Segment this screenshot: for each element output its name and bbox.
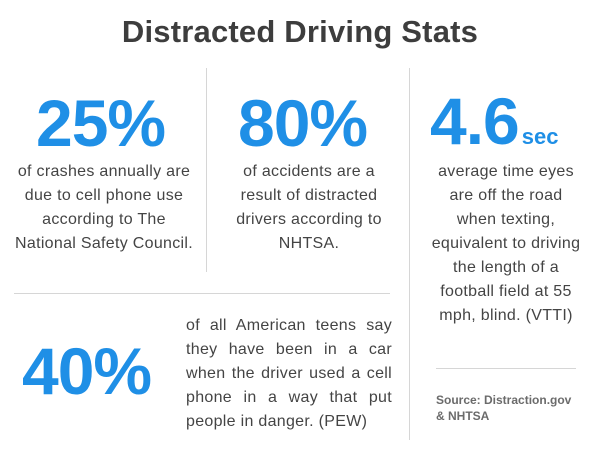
stat-value-accidents: 80% <box>238 86 368 160</box>
source-note: Source: Distraction.gov & NHTSA <box>436 393 572 423</box>
stat-unit: sec <box>521 124 559 149</box>
stat-value-teens: 40% <box>22 334 152 408</box>
divider-horizontal <box>14 293 390 294</box>
divider-source <box>436 368 576 369</box>
stat-description-crashes: of crashes annually are due to cell phon… <box>15 163 193 252</box>
stat-number: 4.6 <box>430 84 520 158</box>
divider-vertical-right <box>409 68 410 440</box>
stat-description-accidents: of accidents are a result of distracted … <box>236 163 382 252</box>
stat-value-crashes: 25% <box>36 86 166 160</box>
stat-description-eyes-off-road: average time eyes are off the road when … <box>431 163 581 324</box>
stat-description-teens: of all American teens say they have been… <box>186 317 392 430</box>
stat-value-eyes-off-road: 4.6 sec <box>430 88 558 154</box>
page-title: Distracted Driving Stats <box>121 14 479 49</box>
divider-vertical-left <box>206 68 207 272</box>
